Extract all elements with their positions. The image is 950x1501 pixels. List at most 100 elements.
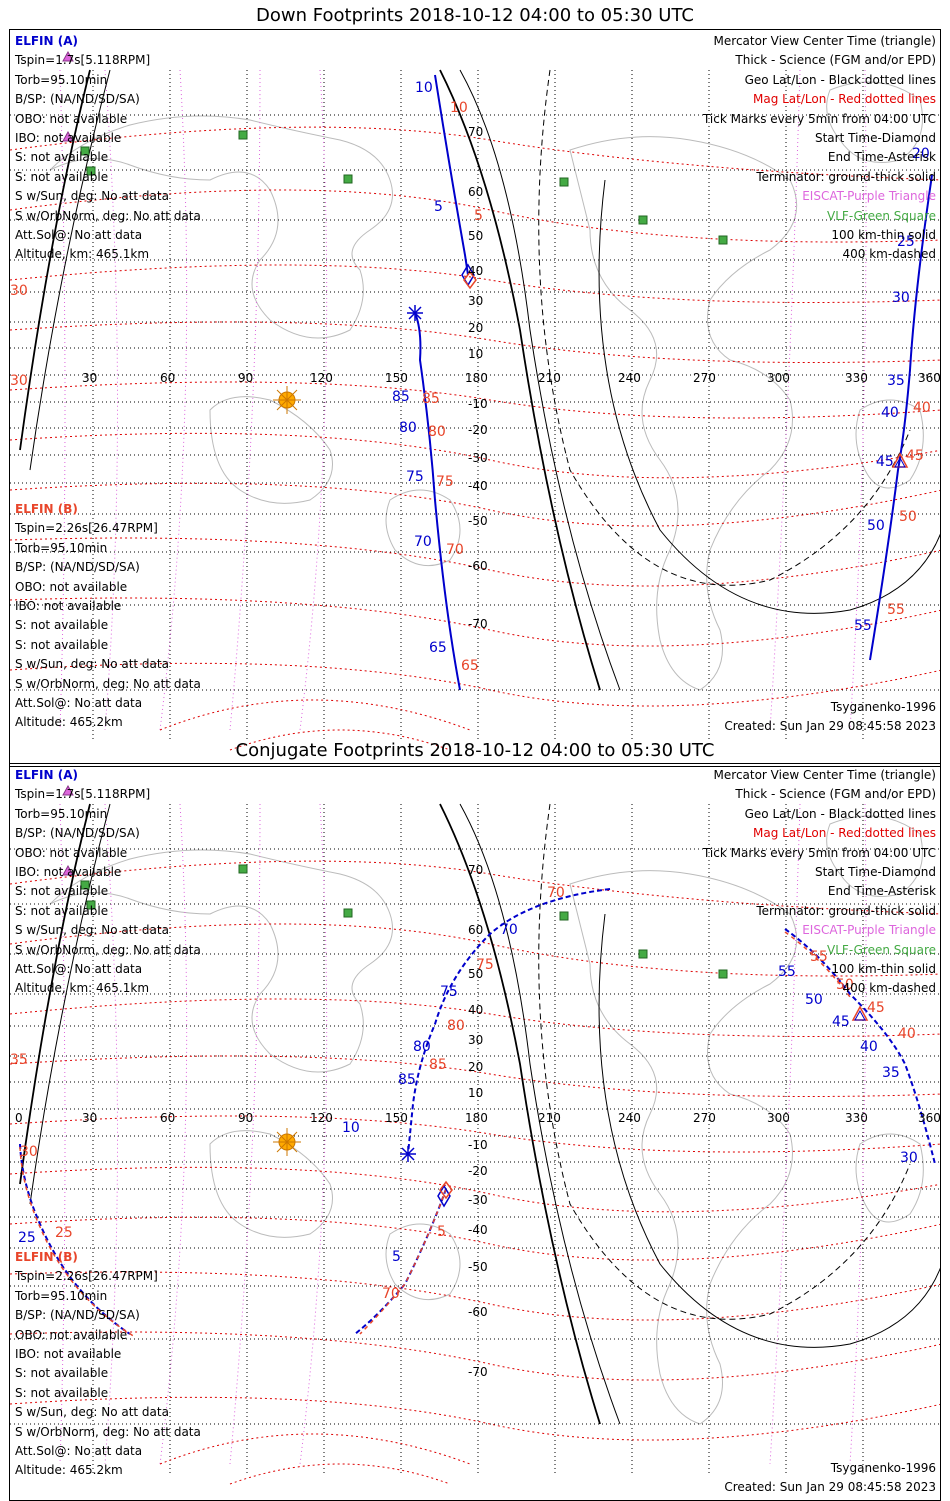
info-line: B/SP: (NA/ND/SD/SA) <box>15 826 140 841</box>
mag-tick-label: 10 <box>450 100 468 116</box>
tick-label: 45 <box>832 1014 850 1030</box>
info-line: Altitude: 465.2km <box>15 1463 123 1478</box>
tick-label: 50 <box>805 992 823 1008</box>
tick-label: 55 <box>854 618 872 634</box>
lon-label: 360 <box>918 371 941 385</box>
tick-label: 45 <box>876 454 894 470</box>
start-diamond-mag-icon <box>463 270 477 290</box>
info-line: Altitude, km: 465.1km <box>15 247 150 262</box>
mag-tick-label: 50 <box>836 977 854 993</box>
lon-label: 300 <box>767 371 790 385</box>
end-asterisk-icon <box>400 1146 416 1162</box>
lat-label: 70 <box>468 125 483 139</box>
panel-2-title: Conjugate Footprints 2018-10-12 04:00 to… <box>235 740 715 761</box>
mag-tick-label: 45 <box>906 448 924 464</box>
info-line: Torb=95.10min <box>15 1288 108 1303</box>
legend-item: Mercator View Center Time (triangle) <box>713 768 936 782</box>
map-canvas-1: 30 60 90 120 150 180 210 240 270 300 330… <box>10 50 941 751</box>
legend-item: Thick - Science (FGM and/or EPD) <box>735 53 936 68</box>
info-line: Altitude: 465.2km <box>15 715 123 730</box>
lat-label: -50 <box>468 1260 488 1274</box>
legend-item: Geo Lat/Lon - Black dotted lines <box>744 806 936 821</box>
vlf-stations <box>80 864 728 979</box>
info-line: Tspin=2.26s[26.47RPM] <box>15 1269 158 1284</box>
tick-label: 35 <box>887 373 905 389</box>
lat-label: 10 <box>468 347 483 361</box>
tick-label: 5 <box>434 199 443 215</box>
legend-item: Thick - Science (FGM and/or EPD) <box>735 787 936 802</box>
info-line: S: not available <box>15 150 109 165</box>
lat-axis-labels: 70 60 50 40 30 20 10 -10 -20 -30 -40 -50… <box>468 863 488 1379</box>
legend-item: 400 km-dashed <box>842 247 936 262</box>
mag-tick-label: 5 <box>437 1224 446 1240</box>
lat-label: -70 <box>468 617 488 631</box>
elfin-b-info: ELFIN (B) Tspin=2.26s[26.47RPM] Torb=95.… <box>15 1248 201 1481</box>
tick-label: 10 <box>415 80 433 96</box>
model-label: Tsyganenko-1996 <box>830 700 936 714</box>
mag-tick-label: 75 <box>476 957 494 973</box>
legend-item: End Time-Asterisk <box>827 150 936 165</box>
mag-tick-label: 80 <box>447 1018 465 1034</box>
mag-tick-label: 45 <box>867 1000 885 1016</box>
lon-label: 330 <box>845 371 868 385</box>
start-diamond-icon <box>437 1184 451 1208</box>
down-footprints-map: 30 60 90 120 150 180 210 240 270 300 330… <box>9 29 941 767</box>
legend-item: 400 km-dashed <box>842 981 936 996</box>
info-line: S: not available <box>15 1385 109 1400</box>
legend-item: VLF-Green Square <box>827 942 936 957</box>
elfin-b-header: ELFIN (B) <box>15 1250 78 1264</box>
tick-label: 35 <box>882 1065 900 1081</box>
info-line: S w/OrbNorm, deg: No att data <box>15 942 201 957</box>
info-line: Torb=95.10min <box>15 72 108 87</box>
lon-label: 30 <box>82 1111 97 1125</box>
conjugate-footprints-map: 0 30 60 90 120 150 180 210 240 270 300 3… <box>9 763 941 1501</box>
lon-label: 270 <box>693 1111 716 1125</box>
info-line: S: not available <box>15 637 109 652</box>
tick-label: 40 <box>860 1039 878 1055</box>
lon-label: 210 <box>538 1111 561 1125</box>
info-line: S: not available <box>15 884 109 899</box>
legend-item: Tick Marks every 5min from 04:00 UTC <box>702 111 936 126</box>
lat-label: 20 <box>468 321 483 335</box>
legend-item: Start Time-Diamond <box>814 865 936 880</box>
track-a-tick-labels: 70 75 80 85 5 10 55 50 45 40 35 30 25 <box>18 922 918 1265</box>
elfin-b-info: ELFIN (B) Tspin=2.26s[26.47RPM] Torb=95.… <box>15 500 201 733</box>
mag-tick-label: 50 <box>899 509 917 525</box>
info-line: Altitude, km: 465.1km <box>15 981 150 996</box>
terminator <box>19 69 940 691</box>
info-line: OBO: not available <box>15 845 128 860</box>
elfin-a-info: ELFIN (A) Tspin=1.7s[5.118RPM] Torb=95.1… <box>15 766 201 999</box>
lon-label: 300 <box>767 1111 790 1125</box>
info-line: Att.Sol@: No att data <box>15 696 143 711</box>
legend-item: 100 km-thin solid <box>831 962 936 977</box>
tick-label: 50 <box>867 518 885 534</box>
lat-label: -60 <box>468 559 488 573</box>
track-a-tick-labels: 10 5 85 80 75 70 65 20 25 30 35 40 45 50… <box>392 80 930 656</box>
lat-label: -40 <box>468 479 488 493</box>
lat-label: 70 <box>468 863 483 877</box>
coastlines <box>49 815 924 1425</box>
elfin-a-header: ELFIN (A) <box>15 768 78 782</box>
legend-item: Tick Marks every 5min from 04:00 UTC <box>702 845 936 860</box>
coastlines <box>49 81 924 691</box>
lon-label: 60 <box>160 1111 175 1125</box>
lon-label: 360 <box>918 1111 941 1125</box>
tick-label: 80 <box>399 420 417 436</box>
created-label: Created: Sun Jan 29 08:45:58 2023 <box>724 719 936 733</box>
legend-item: Terminator: ground-thick solid <box>756 903 936 918</box>
legend-item: Geo Lat/Lon - Black dotted lines <box>744 72 936 87</box>
tick-label: 65 <box>429 640 447 656</box>
tick-label: 85 <box>398 1072 416 1088</box>
info-line: Torb=95.10min <box>15 806 108 821</box>
mag-tick-label: 35 <box>10 1052 28 1068</box>
info-line: Tspin=1.7s[5.118RPM] <box>15 787 151 802</box>
tick-label: 40 <box>881 405 899 421</box>
lon-label: 240 <box>618 1111 641 1125</box>
tick-label: 75 <box>440 984 458 1000</box>
lat-label: 40 <box>468 264 483 278</box>
info-line: IBO: not available <box>15 599 122 614</box>
mag-tick-label: 55 <box>887 602 905 618</box>
lat-label: 40 <box>468 1003 483 1017</box>
legend-item: Start Time-Diamond <box>814 131 936 146</box>
lon-label: 120 <box>310 1111 333 1125</box>
